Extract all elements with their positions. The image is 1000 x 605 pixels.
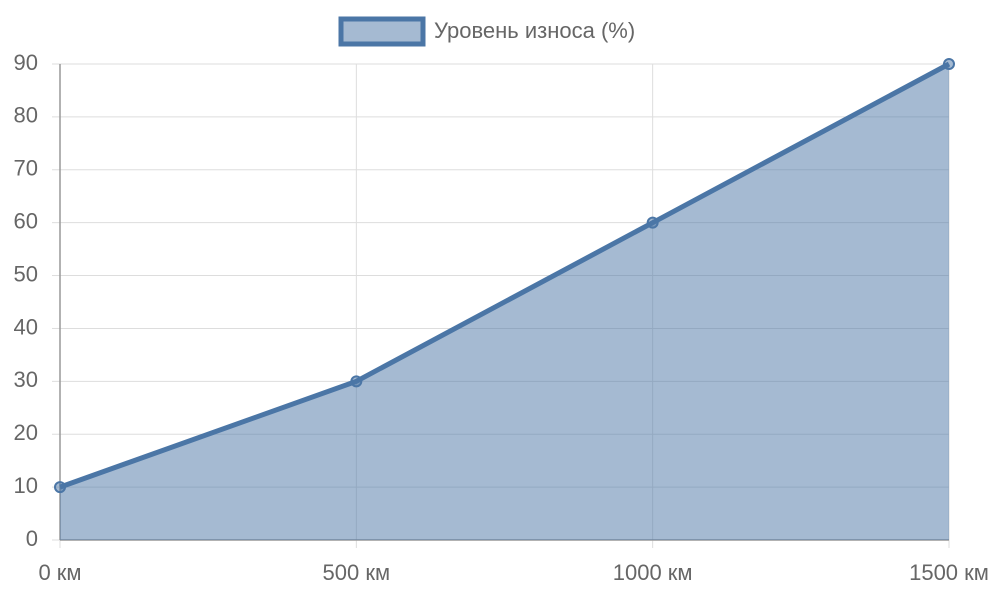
area-fill (60, 64, 949, 540)
point (646, 216, 659, 229)
y-tick-label: 10 (14, 473, 38, 498)
y-tick-label: 70 (14, 156, 38, 181)
x-tick-label: 0 км (38, 560, 81, 585)
point (54, 481, 66, 494)
point (943, 58, 955, 70)
y-tick-label: 30 (14, 367, 38, 392)
point (350, 375, 363, 388)
line (59, 61, 951, 490)
legend-swatch (338, 16, 426, 47)
x-tick-label: 1500 км (909, 560, 989, 585)
y-tick-label: 0 (26, 526, 38, 551)
x-tick-label: 1000 км (613, 560, 693, 585)
y-tick-label: 40 (14, 314, 38, 339)
y-tick-label: 90 (14, 50, 38, 75)
x-tick-label: 500 км (323, 560, 391, 585)
y-tick-label: 60 (14, 208, 38, 233)
y-tick-label: 80 (14, 103, 38, 128)
y-tick-label: 50 (14, 261, 38, 286)
legend-label: Уровень износа (%) (434, 18, 635, 43)
y-tick-label: 20 (14, 420, 38, 445)
